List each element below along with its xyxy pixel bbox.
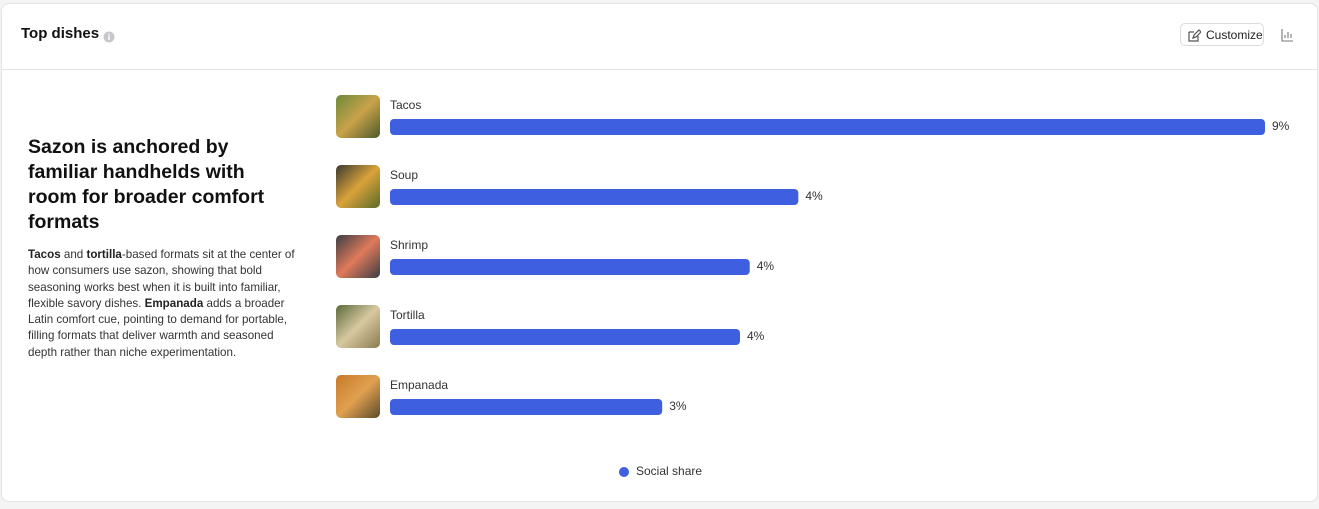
- bar: [390, 189, 799, 205]
- card-header: Top dishes Customize: [2, 4, 1317, 70]
- bar: [390, 119, 1265, 135]
- info-icon[interactable]: [103, 31, 115, 43]
- edit-icon: [1188, 29, 1201, 42]
- insight-bold-text: Empanada: [144, 296, 204, 310]
- legend-swatch: [619, 467, 629, 477]
- bar: [390, 259, 750, 275]
- customize-button[interactable]: Customize: [1180, 23, 1264, 46]
- category-label: Soup: [390, 168, 418, 182]
- insight-title: Sazon is anchored by familiar handhelds …: [28, 136, 265, 233]
- dish-image: [336, 305, 380, 348]
- insight-text: adds a broader Latin comfort cue, pointi…: [28, 296, 288, 359]
- insight-bold-text: Tacos: [28, 248, 61, 261]
- category-label: Empanada: [390, 378, 448, 392]
- dish-image: [336, 375, 380, 418]
- bar: [390, 329, 740, 345]
- insight-bold-text: tortilla: [86, 248, 122, 261]
- dish-image: [336, 95, 380, 138]
- category-label: Shrimp: [390, 238, 428, 252]
- category-label: Tortilla: [390, 308, 425, 322]
- dish-image: [336, 165, 380, 208]
- chart-icon[interactable]: [1280, 28, 1294, 42]
- card-title: Top dishes: [21, 25, 100, 42]
- legend-label: Social share: [636, 464, 702, 478]
- insight-body: Tacos and tortilla-based formats sit at …: [28, 247, 296, 361]
- value-label: 3%: [669, 399, 687, 413]
- value-label: 9%: [1272, 119, 1290, 133]
- value-label: 4%: [757, 259, 775, 273]
- category-label: Tacos: [390, 98, 421, 112]
- value-label: 4%: [747, 329, 765, 343]
- bar: [390, 399, 663, 415]
- insight-text: and: [60, 248, 87, 261]
- insight-text: -based formats sit at the center of how …: [28, 248, 295, 310]
- dish-image: [336, 235, 380, 278]
- card: Top dishes Customize Sazon is anchored b…: [1, 3, 1318, 502]
- dish-images: [336, 95, 380, 418]
- customize-label: Customize: [1206, 28, 1263, 42]
- value-label: 4%: [805, 189, 823, 203]
